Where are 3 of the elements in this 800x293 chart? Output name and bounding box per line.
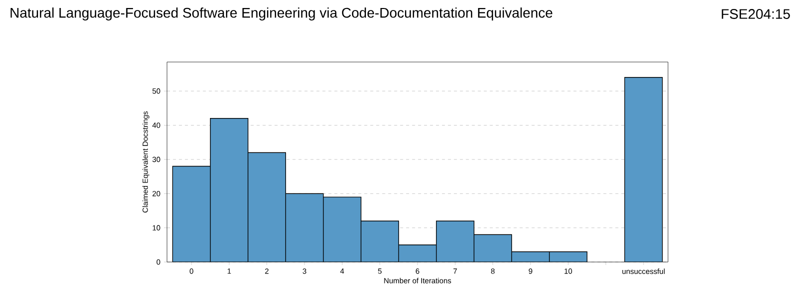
text: FSE204:15 (722, 9, 790, 19)
bar (624, 77, 663, 262)
chart-title: Natural Language-Focused Software Engineering via Code-Documentation Equivalence (10, 7, 552, 20)
